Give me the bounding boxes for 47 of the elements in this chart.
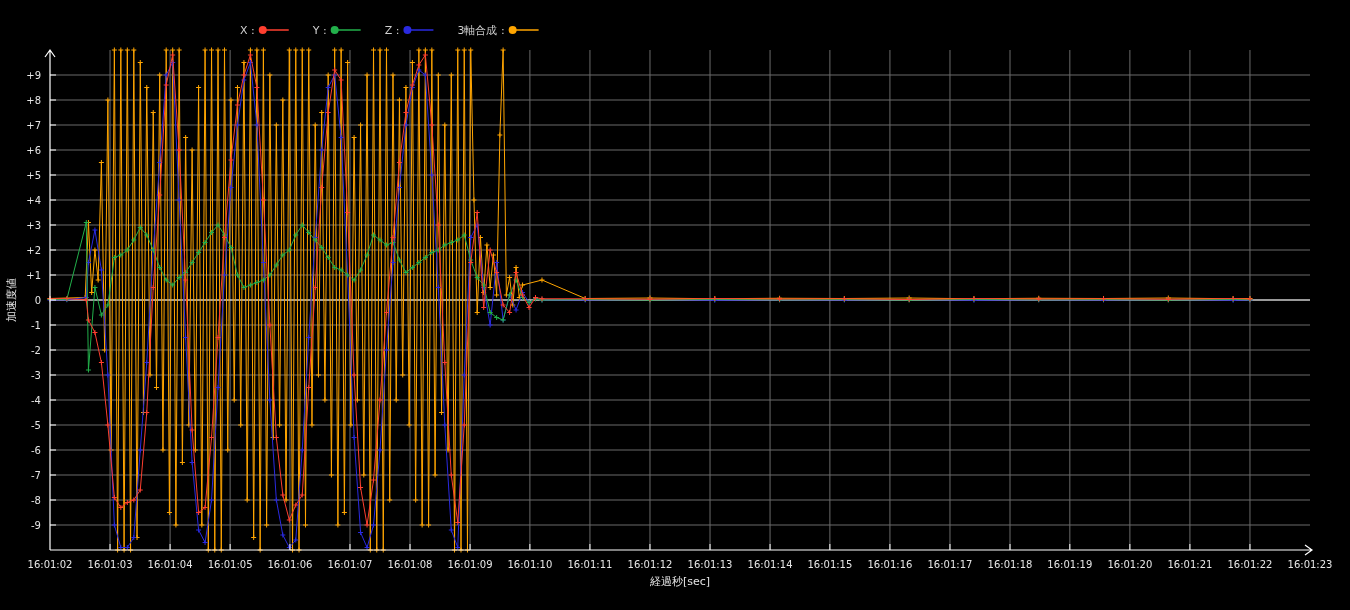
y-tick-label: +7 [26, 120, 41, 131]
legend-label: X : [240, 24, 255, 37]
x-tick-label: 16:01:13 [687, 559, 733, 570]
x-tick-label: 16:01:16 [867, 559, 913, 570]
y-tick-label: -5 [31, 420, 41, 431]
y-tick-label: 0 [34, 295, 41, 306]
x-axis-title: 経過秒[sec] [648, 575, 711, 588]
y-axis-title: 加速度値 [5, 278, 18, 322]
x-tick-label: 16:01:03 [87, 559, 133, 570]
x-tick-label: 16:01:19 [1047, 559, 1093, 570]
x-tick-label: 16:01:11 [567, 559, 613, 570]
y-tick-label: +8 [26, 95, 41, 106]
y-tick-label: +6 [26, 145, 41, 156]
x-tick-label: 16:01:14 [747, 559, 793, 570]
x-tick-label: 16:01:23 [1287, 559, 1333, 570]
x-tick-label: 16:01:09 [447, 559, 493, 570]
y-tick-label: +4 [26, 195, 41, 206]
x-tick-label: 16:01:06 [267, 559, 313, 570]
x-tick-label: 16:01:05 [207, 559, 253, 570]
y-tick-label: +9 [26, 70, 41, 81]
x-tick-label: 16:01:12 [627, 559, 673, 570]
y-tick-label: +2 [26, 245, 41, 256]
x-tick-label: 16:01:15 [807, 559, 853, 570]
y-tick-label: -4 [31, 395, 41, 406]
x-tick-label: 16:01:20 [1107, 559, 1153, 570]
legend-label: Z : [384, 24, 400, 37]
x-tick-label: 16:01:18 [987, 559, 1033, 570]
x-tick-label: 16:01:22 [1227, 559, 1273, 570]
x-tick-label: 16:01:17 [927, 559, 973, 570]
y-tick-label: -7 [31, 470, 41, 481]
x-tick-label: 16:01:08 [387, 559, 433, 570]
y-tick-label: -2 [31, 345, 41, 356]
y-tick-label: +1 [26, 270, 41, 281]
y-tick-label: -8 [31, 495, 41, 506]
x-tick-label: 16:01:02 [27, 559, 73, 570]
y-tick-label: -6 [31, 445, 41, 456]
y-tick-label: +5 [26, 170, 41, 181]
legend-label: Y : [311, 24, 327, 37]
x-tick-label: 16:01:07 [327, 559, 373, 570]
y-tick-label: -9 [31, 520, 41, 531]
x-tick-label: 16:01:21 [1167, 559, 1213, 570]
y-tick-label: -3 [31, 370, 41, 381]
x-tick-label: 16:01:04 [147, 559, 193, 570]
x-tick-label: 16:01:10 [507, 559, 553, 570]
y-tick-label: +3 [26, 220, 41, 231]
legend-label: 3軸合成 : [457, 24, 505, 37]
y-tick-label: -1 [31, 320, 41, 331]
